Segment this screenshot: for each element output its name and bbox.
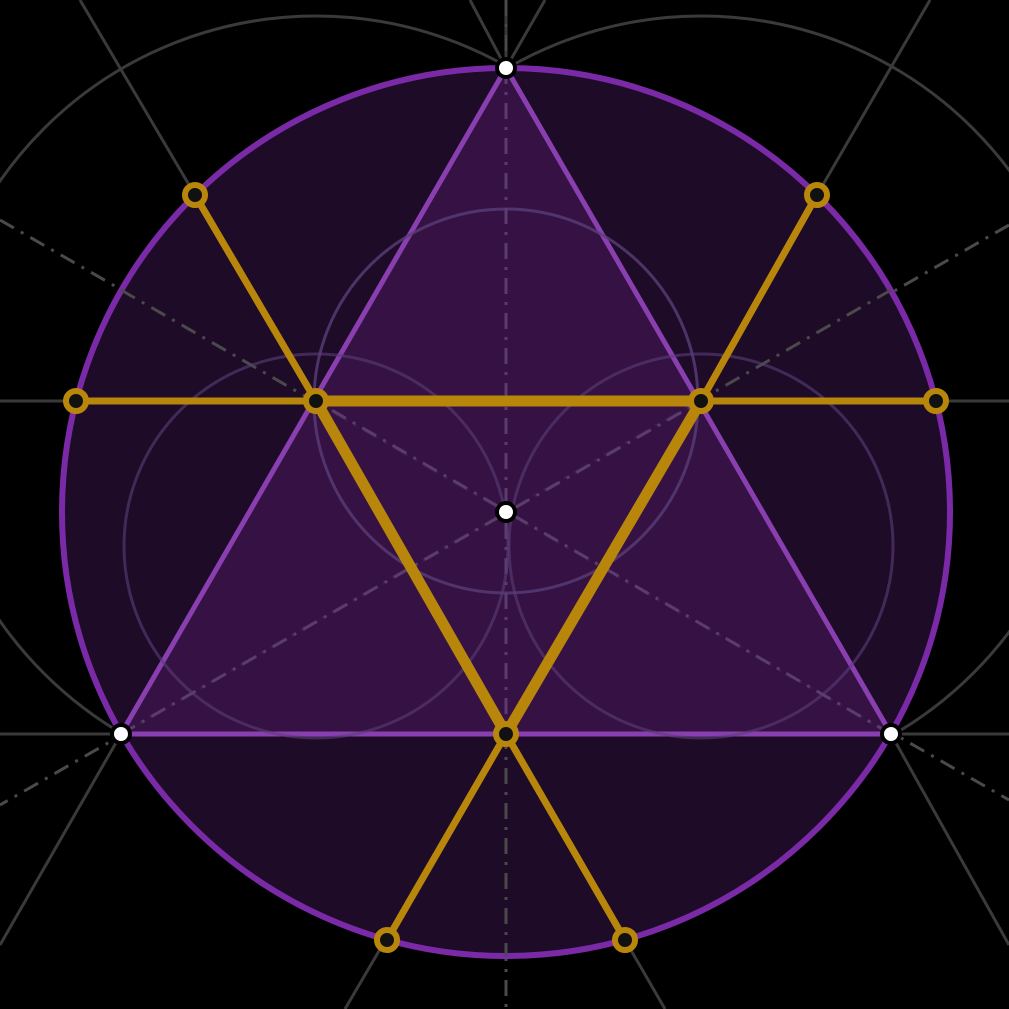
gold-lines — [72, 191, 940, 944]
gold-node-icon — [804, 182, 830, 208]
gold-node-icon — [63, 388, 89, 414]
gold-node-icon — [923, 388, 949, 414]
gold-node-icon — [688, 388, 714, 414]
inner-circle-right — [507, 352, 895, 740]
gold-node-icon — [182, 182, 208, 208]
gold-line-inner-left — [310, 395, 512, 740]
gold-line-spoke — [383, 730, 510, 944]
white-node-icon — [110, 723, 132, 745]
guide-line — [889, 733, 1009, 946]
gold-line-spoke — [697, 191, 821, 405]
nodes — [63, 57, 949, 953]
guide-line — [504, 0, 547, 69]
gold-node-icon — [493, 721, 519, 747]
gold-node-icon — [374, 927, 400, 953]
guide-line — [815, 0, 932, 196]
guide-line — [468, 0, 508, 69]
guide-line — [0, 733, 123, 946]
white-node-icon — [495, 501, 517, 523]
triangle-axis-diag-1 — [120, 399, 702, 736]
gold-line-spoke — [191, 191, 320, 405]
triangle-axis-diag-2 — [315, 399, 892, 736]
white-node-icon — [880, 723, 902, 745]
gold-line-spoke — [502, 730, 629, 944]
guide-line — [78, 0, 197, 196]
gold-line-inner-right — [500, 395, 707, 740]
gold-node-icon — [303, 388, 329, 414]
gold-node-icon — [612, 927, 638, 953]
white-node-icon — [495, 57, 517, 79]
